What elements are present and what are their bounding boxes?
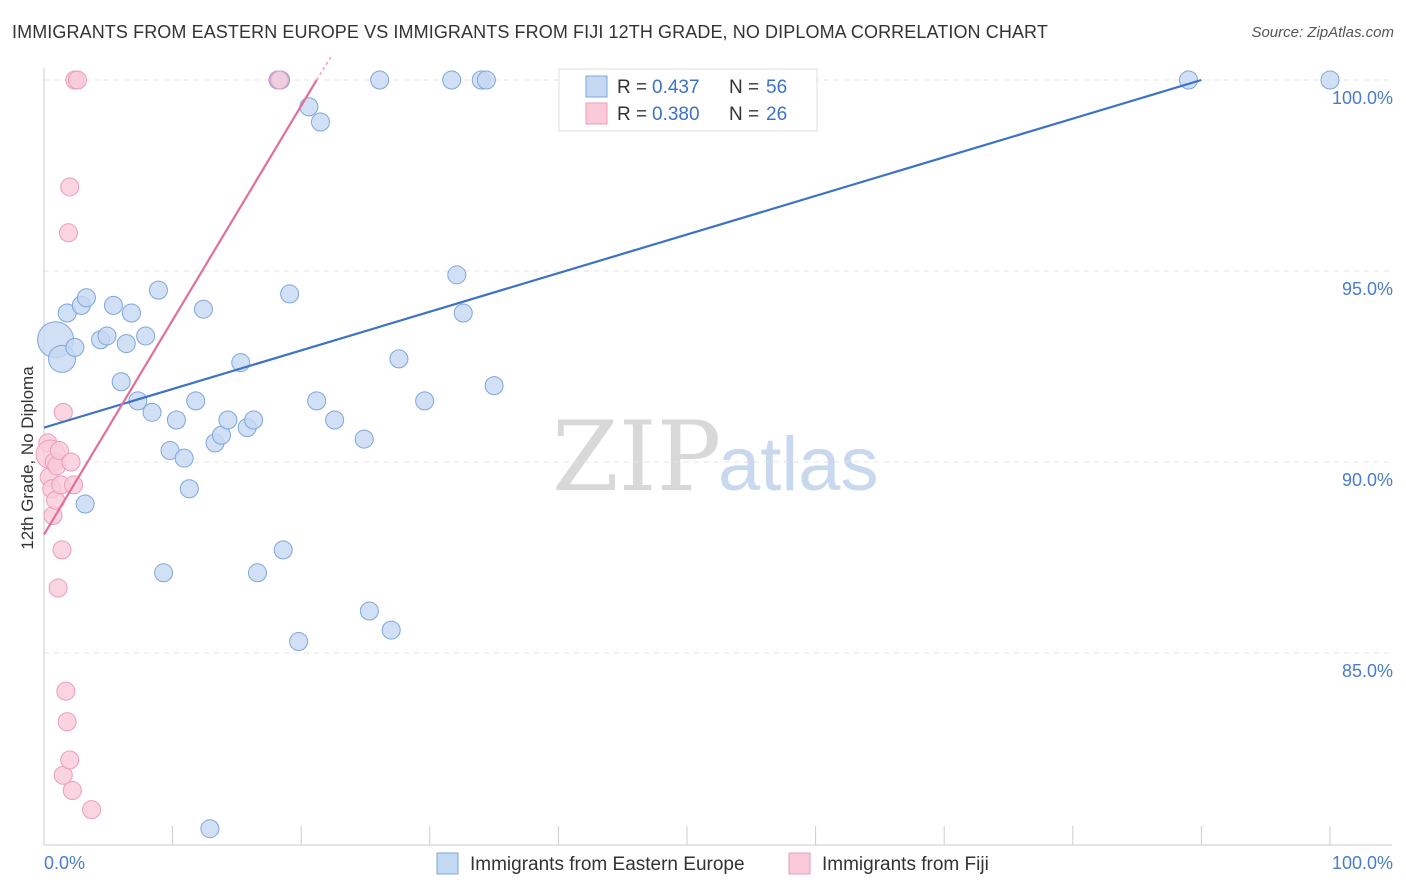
point-eastern-europe [244,410,264,430]
watermark-zip: ZIP [552,401,721,513]
point-eastern-europe [299,97,319,117]
point-eastern-europe [200,819,220,839]
point-eastern-europe [174,448,194,468]
trend-line-fiji [43,79,318,536]
point-eastern-europe [1320,70,1340,90]
point-eastern-europe [476,70,496,90]
series-legend-label-eastern-europe: Immigrants from Eastern Europe [470,854,745,875]
point-eastern-europe [453,303,473,323]
legend-n-label-eastern-europe: N = [729,77,759,98]
point-eastern-europe [75,494,95,514]
point-eastern-europe [484,376,504,396]
point-eastern-europe [128,391,148,411]
series-legend-swatch-fiji [788,852,811,875]
point-fiji [48,578,68,598]
point-eastern-europe [381,620,401,640]
x-axis-ticks [172,826,1331,845]
trend-lines [43,56,1202,536]
trend-line-eastern-europe [43,78,1202,429]
point-fiji [60,750,80,770]
series-legend-label-fiji: Immigrants from Fiji [822,854,989,875]
point-eastern-europe [354,429,374,449]
point-eastern-europe [142,402,162,422]
scatter-points [35,70,1340,839]
y-tick-label: 100.0% [1332,88,1393,108]
point-fiji [61,452,81,472]
point-eastern-europe [103,295,123,315]
point-eastern-europe [148,280,168,300]
point-eastern-europe [76,288,96,308]
y-axis-tick-labels: 85.0% 90.0% 95.0% 100.0% [1332,88,1393,681]
legend-r-label-fiji: R = [617,104,647,125]
y-tick-label: 85.0% [1342,661,1393,681]
point-eastern-europe [121,303,141,323]
point-eastern-europe [415,391,435,411]
point-fiji [53,402,73,422]
point-eastern-europe [325,410,345,430]
y-tick-label: 90.0% [1342,470,1393,490]
point-eastern-europe [193,299,213,319]
point-fiji [56,681,76,701]
point-eastern-europe [447,265,467,285]
point-eastern-europe [116,334,136,354]
point-fiji [57,712,77,732]
point-fiji [269,70,289,90]
point-fiji [60,177,80,197]
point-eastern-europe [370,70,390,90]
legend-n-value-eastern-europe: 56 [766,77,787,98]
point-fiji [58,223,78,243]
point-eastern-europe [166,410,186,430]
trend-line-fiji-extension [315,56,332,81]
legend-n-label-fiji: N = [729,104,759,125]
point-eastern-europe [218,410,238,430]
watermark-atlas: atlas [718,422,879,507]
point-eastern-europe [280,284,300,304]
legend-r-label-eastern-europe: R = [617,77,647,98]
legend-r-value-eastern-europe: 0.437 [652,77,700,98]
point-eastern-europe [179,479,199,499]
point-eastern-europe [136,326,156,346]
y-tick-label: 95.0% [1342,279,1393,299]
point-eastern-europe [186,391,206,411]
point-eastern-europe [247,563,267,583]
stats-legend: R = 0.437 N = 56 R = 0.380 N = 26 [558,68,818,132]
legend-r-value-fiji: 0.380 [652,104,700,125]
legend-n-value-fiji: 26 [766,104,787,125]
source-credit: Source: ZipAtlas.com [1251,24,1394,41]
legend-swatch-eastern-europe [585,75,608,98]
x-tick-label-min: 0.0% [44,853,85,873]
point-eastern-europe [389,349,409,369]
y-axis-title: 12th Grade, No Diploma [18,366,37,550]
point-fiji [52,540,72,560]
point-eastern-europe [289,632,309,652]
legend-swatch-fiji [585,102,608,125]
point-fiji [62,781,82,801]
point-eastern-europe [359,601,379,621]
point-eastern-europe [111,372,131,392]
point-eastern-europe [442,70,462,90]
x-tick-label-max: 100.0% [1332,853,1393,873]
series-legend-swatch-eastern-europe [436,852,459,875]
chart-title: IMMIGRANTS FROM EASTERN EUROPE VS IMMIGR… [12,22,1048,42]
series-legend: Immigrants from Eastern Europe Immigrant… [436,852,989,875]
point-eastern-europe [273,540,293,560]
point-fiji [82,800,102,820]
watermark: ZIP atlas [552,401,879,513]
point-eastern-europe [307,391,327,411]
point-eastern-europe [154,563,174,583]
point-eastern-europe [310,112,330,132]
point-fiji [67,70,87,90]
point-fiji [49,441,69,461]
point-eastern-europe [97,326,117,346]
point-eastern-europe [65,337,85,357]
